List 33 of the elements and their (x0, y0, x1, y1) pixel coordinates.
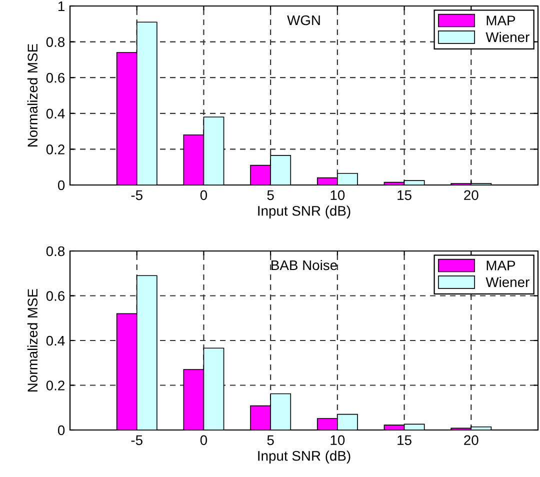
y-axis-title: Normalized MSE (27, 44, 38, 146)
x-tick-label: 10 (330, 190, 345, 200)
y-tick-label: 0 (58, 425, 65, 436)
text: WGN (287, 15, 320, 26)
y-tick-label: 0.2 (46, 144, 64, 154)
y-tick-label: 0 (58, 180, 65, 190)
x-tick-label: -5 (131, 190, 142, 200)
legend-label: Wiener (486, 32, 530, 42)
y-tick-label: 0.8 (46, 37, 65, 47)
y-tick-label: 0.4 (46, 108, 65, 119)
x-tick-label: -5 (131, 435, 142, 446)
x-tick-label: 15 (398, 190, 412, 200)
y-tick-label: 0.6 (46, 72, 65, 83)
x-tick-label: 5 (267, 435, 274, 446)
x-tick-label: 0 (200, 435, 208, 446)
x-tick-label: 0 (200, 190, 208, 200)
y-tick-label: 0.8 (46, 246, 65, 256)
x-tick-label: 20 (464, 190, 478, 200)
y-axis-title: Normalized MSE (27, 289, 38, 392)
y-tick-label: 1 (58, 1, 64, 12)
x-tick-label: 20 (464, 435, 478, 446)
text: BAB Noise (272, 260, 337, 270)
legend-label: Wiener (486, 276, 530, 288)
x-tick-label: 10 (330, 435, 345, 446)
x-axis-title: Input SNR (dB) (258, 206, 350, 219)
x-tick-label: 5 (267, 190, 274, 200)
x-axis-title: Input SNR (dB) (258, 450, 350, 464)
y-tick-label: 0.6 (46, 291, 65, 301)
x-tick-label: 15 (398, 435, 412, 446)
legend-label: MAP (486, 260, 516, 270)
y-tick-label: 0.2 (46, 380, 64, 390)
y-tick-label: 0.4 (46, 336, 65, 346)
legend-label: MAP (486, 16, 516, 26)
